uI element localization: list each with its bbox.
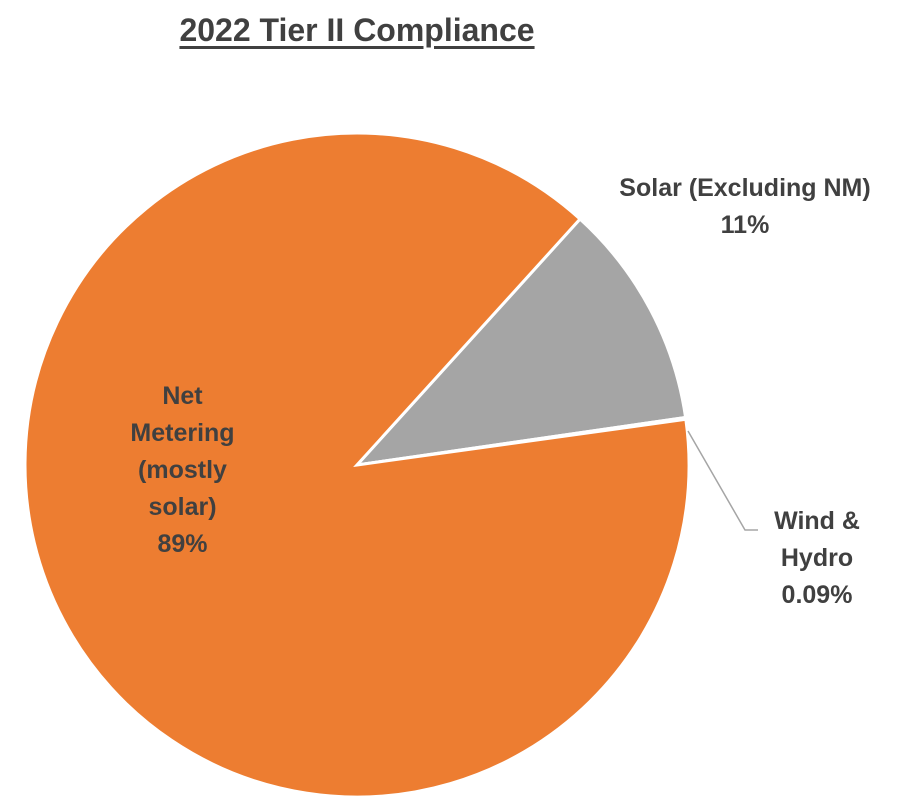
slice-label: Wind & Hydro 0.09% — [752, 503, 882, 614]
value-label: 11% — [720, 211, 770, 239]
pie-slice — [23, 131, 691, 798]
pie-slice — [353, 216, 688, 468]
slice-label: Solar (Excluding NM) 11% — [615, 170, 875, 244]
category-label: Solar (Excluding NM) — [619, 174, 871, 202]
category-label: Net Metering (mostly solar) — [130, 382, 235, 521]
value-label: 89% — [157, 530, 208, 558]
chart-title: 2022 Tier II Compliance — [179, 12, 535, 48]
leader-line — [687, 430, 758, 531]
category-label: Wind & Hydro — [774, 507, 860, 572]
value-label: 0.09% — [781, 581, 853, 609]
slice-label: Net Metering (mostly solar) 89% — [120, 378, 245, 563]
